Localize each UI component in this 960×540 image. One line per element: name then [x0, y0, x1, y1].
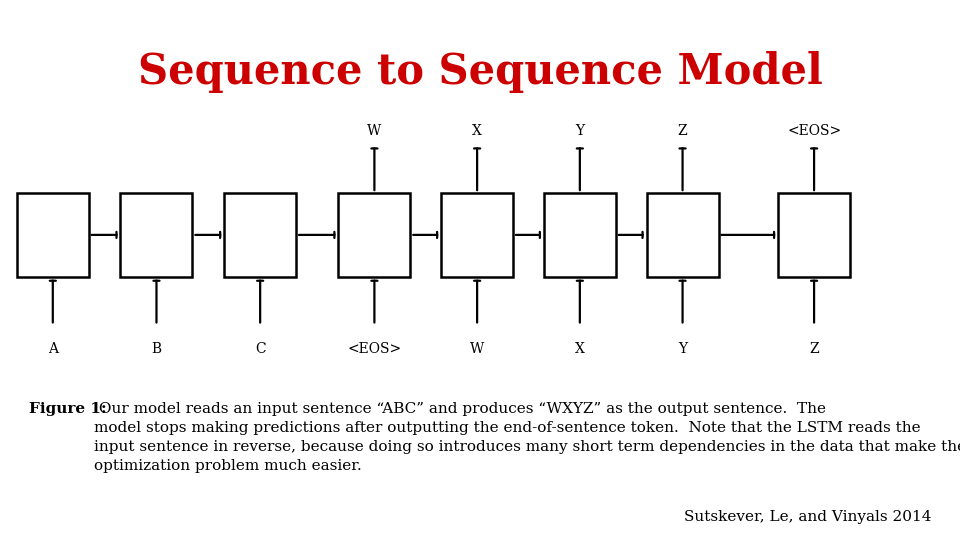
Text: X: X: [472, 124, 482, 138]
Text: Sutskever, Le, and Vinyals 2014: Sutskever, Le, and Vinyals 2014: [684, 510, 931, 524]
Bar: [225, 193, 296, 277]
Text: Our model reads an input sentence “ABC” and produces “WXYZ” as the output senten: Our model reads an input sentence “ABC” …: [94, 402, 960, 473]
Bar: [543, 193, 616, 277]
Text: W: W: [470, 342, 484, 355]
Text: Z: Z: [809, 342, 819, 355]
Text: Y: Y: [575, 124, 585, 138]
Text: Figure 1:: Figure 1:: [29, 402, 107, 416]
Text: <EOS>: <EOS>: [348, 342, 401, 355]
Bar: [339, 193, 411, 277]
Bar: [647, 193, 718, 277]
Bar: [442, 193, 513, 277]
Text: Y: Y: [678, 342, 687, 355]
Text: W: W: [368, 124, 381, 138]
Text: A: A: [48, 342, 58, 355]
Text: B: B: [152, 342, 161, 355]
Bar: [121, 193, 192, 277]
Text: Z: Z: [678, 124, 687, 138]
Text: <EOS>: <EOS>: [787, 124, 841, 138]
Text: C: C: [254, 342, 266, 355]
Text: X: X: [575, 342, 585, 355]
Text: Sequence to Sequence Model: Sequence to Sequence Model: [137, 51, 823, 93]
Bar: [778, 193, 851, 277]
Bar: [17, 193, 88, 277]
